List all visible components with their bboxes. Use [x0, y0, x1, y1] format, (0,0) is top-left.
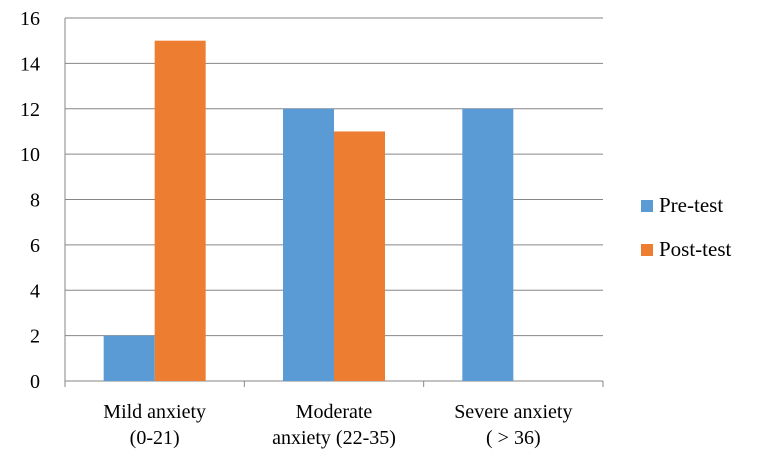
bar-pre-test-1	[283, 108, 334, 381]
y-tick-label: 0	[30, 371, 40, 393]
x-tick-label: ( > 36)	[486, 427, 541, 449]
y-tick-label: 14	[20, 53, 40, 75]
bar-post-test-0	[154, 40, 206, 381]
y-tick-label: 2	[30, 326, 40, 348]
y-tick-label: 12	[20, 99, 40, 121]
bar-pre-test-0	[103, 335, 155, 381]
legend-swatch-0	[641, 200, 653, 212]
x-tick-label: Mild anxiety	[103, 401, 206, 423]
y-tick-label: 16	[20, 8, 40, 30]
y-tick-label: 8	[30, 190, 40, 212]
x-tick-label: (0-21)	[130, 427, 180, 449]
x-tick-label: Moderate	[296, 401, 373, 423]
y-tick-label: 6	[30, 235, 40, 257]
bar-post-test-1	[334, 131, 385, 381]
legend-label-1: Post-test	[659, 237, 732, 261]
legend-swatch-1	[641, 244, 653, 256]
y-tick-label: 10	[20, 144, 40, 166]
bar-pre-test-2	[462, 108, 514, 381]
y-tick-label: 4	[30, 280, 40, 302]
x-tick-label: anxiety (22-35)	[272, 427, 396, 449]
legend-label-0: Pre-test	[659, 193, 723, 217]
x-tick-label: Severe anxiety	[454, 401, 572, 423]
